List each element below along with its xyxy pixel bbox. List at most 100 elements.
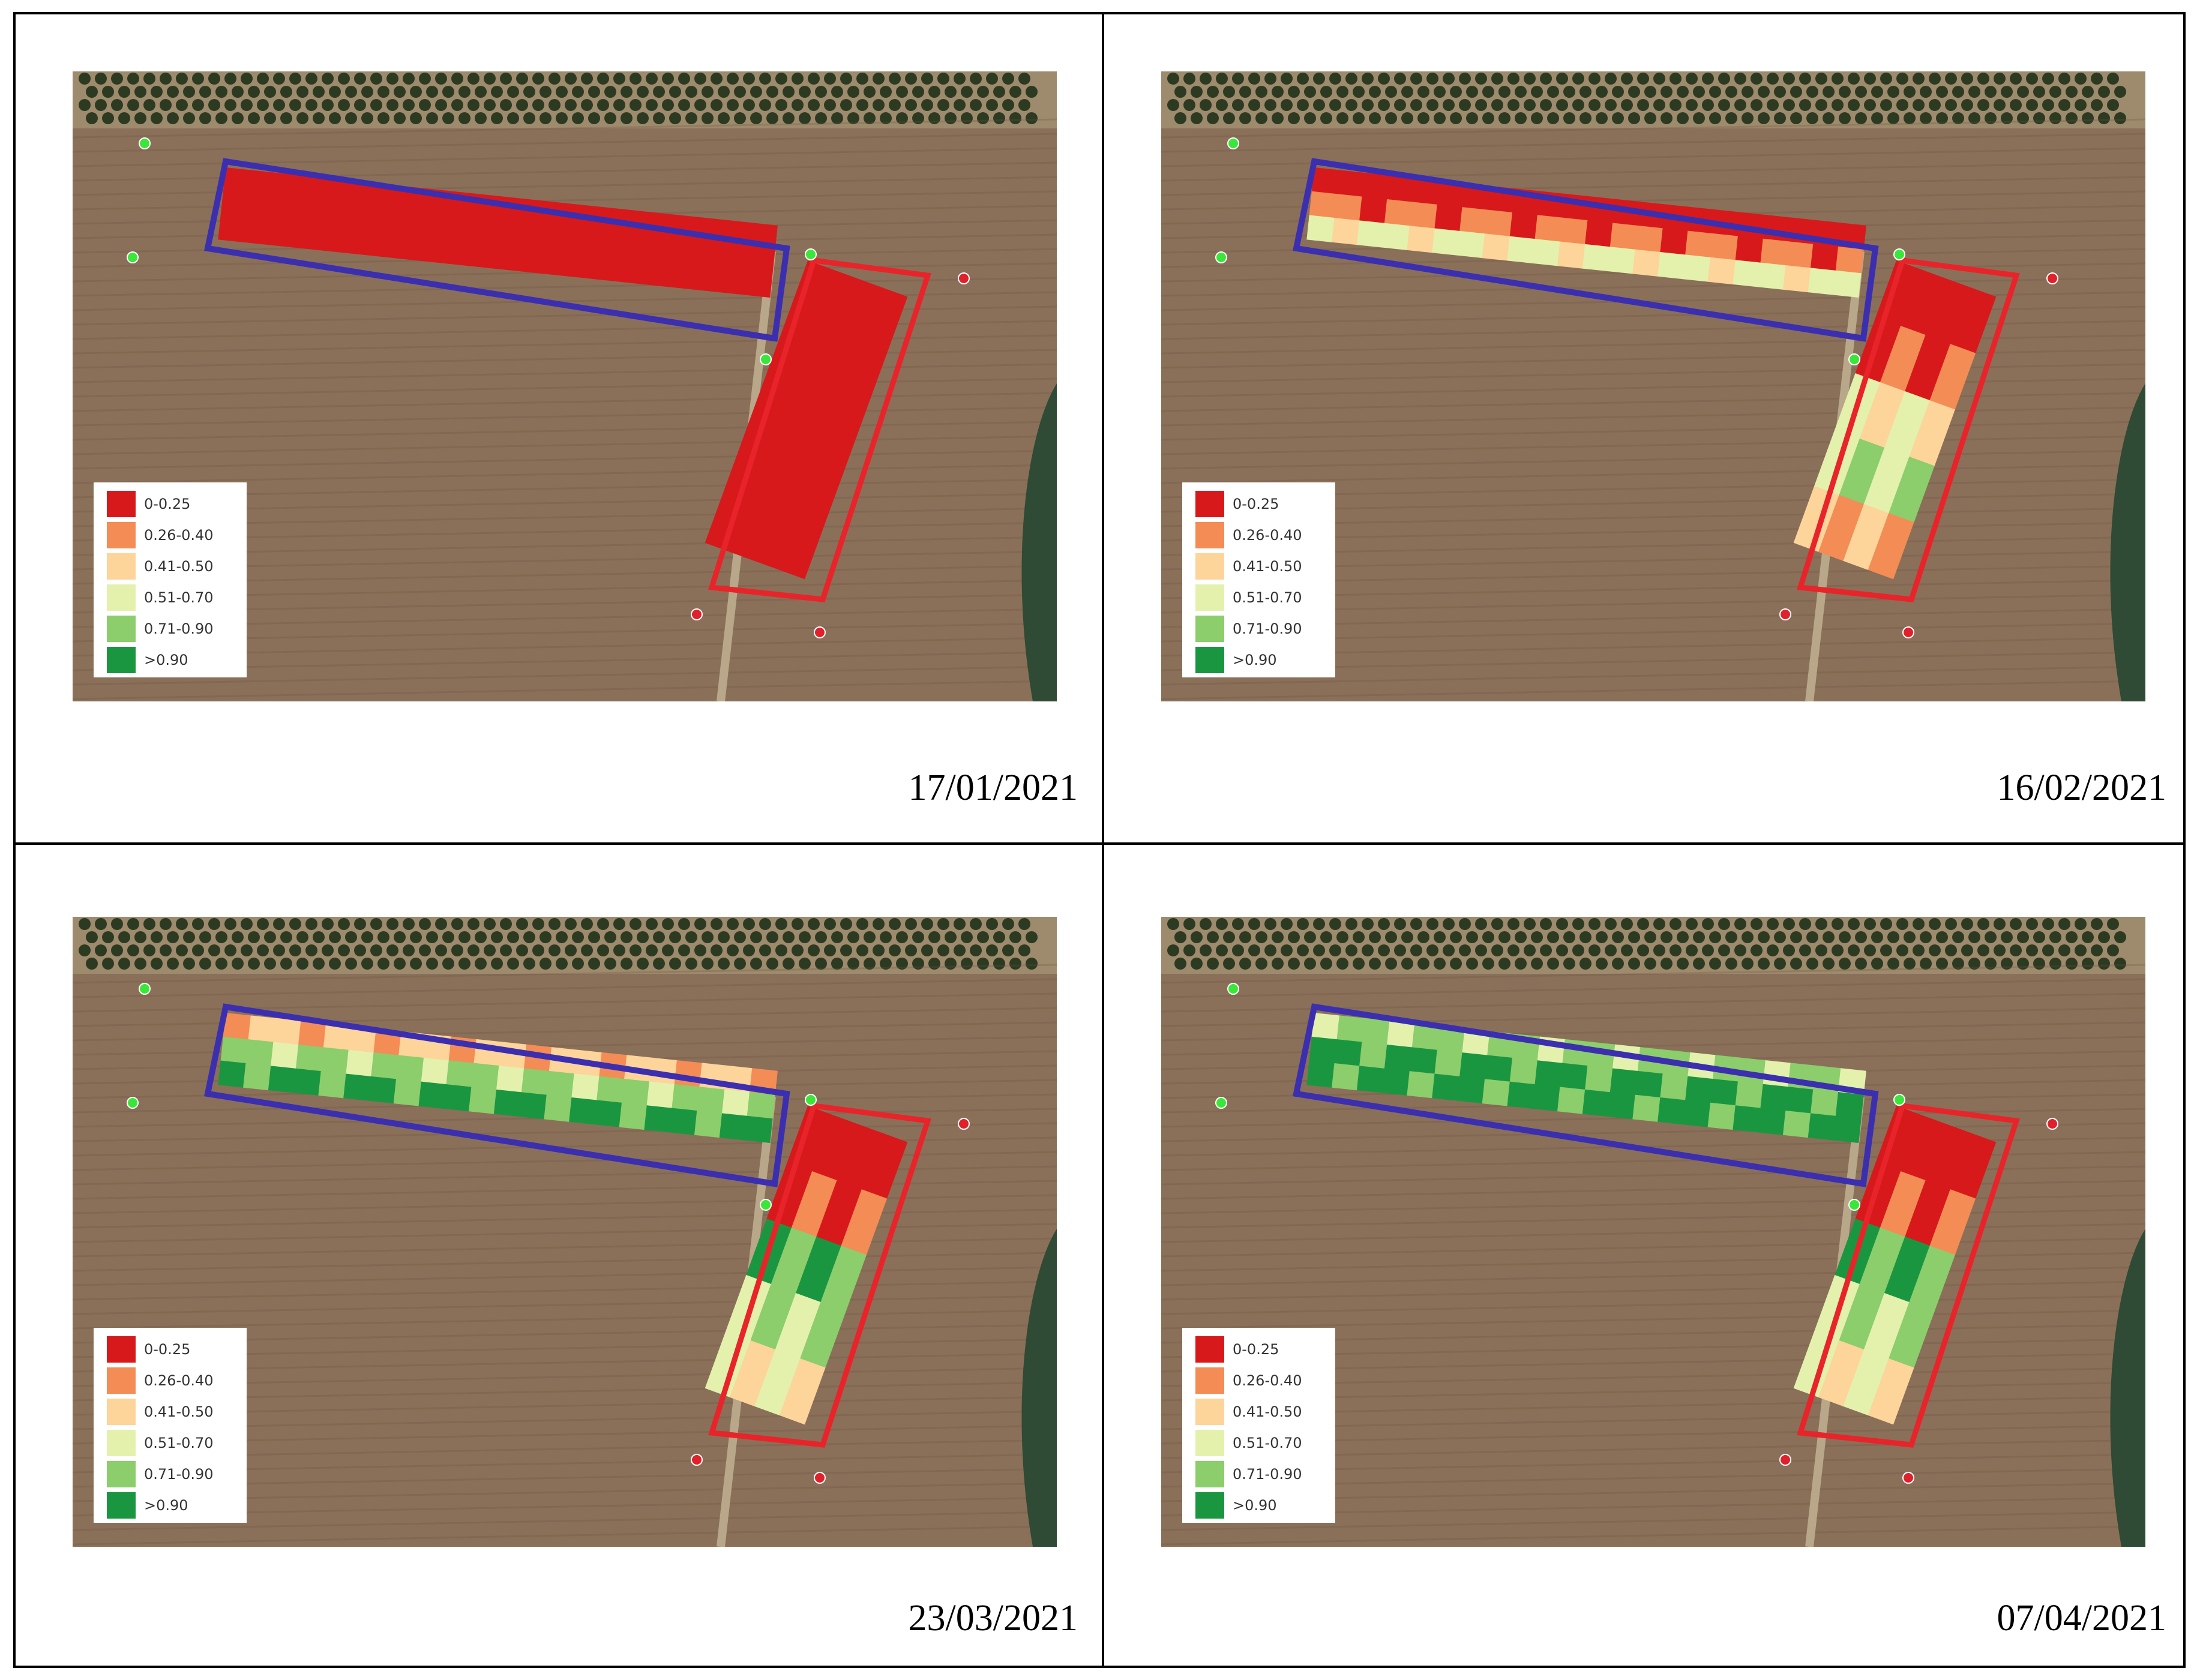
- ndvi-cell: [1839, 438, 1886, 505]
- ndvi-cell: [791, 1171, 838, 1238]
- ndvi-cell: [368, 1076, 397, 1104]
- ndvi-cell: [1387, 1021, 1416, 1048]
- sample-point-green: [127, 1097, 139, 1109]
- ndvi-cell: [298, 1021, 327, 1048]
- legend-item: 0.51-0.70: [1195, 582, 1335, 613]
- ndvi-cell: [295, 1044, 324, 1072]
- ndvi-cell: [293, 223, 322, 251]
- sample-point-red: [2046, 272, 2058, 284]
- legend-swatch: [107, 616, 136, 642]
- map-panel-2: 0-0.25 0.26-0.40 0.41-0.50 0.51-0.70 0.71-0.…: [1104, 14, 2190, 842]
- ndvi-cell: [644, 1105, 673, 1133]
- ndvi-cell: [293, 1068, 322, 1096]
- ndvi-cell: [799, 457, 846, 523]
- ndvi-cell: [1482, 1079, 1510, 1106]
- legend-item: 0.26-0.40: [107, 520, 247, 551]
- ndvi-cell: [771, 382, 817, 449]
- ndvi-cell: [418, 236, 447, 263]
- map-legend: 0-0.25 0.26-0.40 0.41-0.50 0.51-0.70 0.71-0.…: [94, 482, 247, 677]
- sample-point-green: [1848, 1199, 1860, 1211]
- ndvi-cell: [1607, 247, 1636, 274]
- ndvi-cell: [1387, 175, 1416, 203]
- ndvi-cell: [721, 244, 750, 271]
- legend-label: >0.90: [144, 652, 188, 668]
- ndvi-cell: [729, 1340, 776, 1407]
- legend-swatch: [107, 1367, 136, 1394]
- ndvi-cell: [750, 1283, 797, 1351]
- ndvi-cell: [223, 167, 251, 195]
- ndvi-cell: [496, 220, 525, 248]
- ndvi-cell: [1384, 1044, 1413, 1072]
- ndvi-cell: [273, 172, 302, 200]
- legend-item: 0.41-0.50: [1195, 1396, 1335, 1427]
- sample-point-green: [1215, 251, 1227, 263]
- sample-point-green: [805, 1094, 817, 1106]
- ndvi-cell: [218, 215, 247, 242]
- ndvi-cell: [443, 1084, 472, 1112]
- ndvi-cell: [1456, 1076, 1486, 1104]
- ndvi-cell: [1306, 215, 1335, 242]
- legend-item: 0.41-0.50: [107, 1396, 247, 1427]
- ndvi-cell: [1534, 215, 1563, 242]
- ndvi-cell: [779, 1358, 826, 1425]
- legend-swatch: [1195, 1336, 1224, 1363]
- legend-item: 0.51-0.70: [107, 1427, 247, 1459]
- legend-item: 0.71-0.90: [107, 1459, 247, 1490]
- ndvi-cell: [1685, 230, 1714, 258]
- legend-label: 0.71-0.90: [1233, 620, 1302, 637]
- ndvi-cell: [646, 1081, 675, 1109]
- legend-swatch: [107, 1399, 136, 1425]
- ndvi-cell: [1808, 268, 1836, 295]
- ndvi-cell: [1311, 1013, 1340, 1040]
- ndvi-cell: [674, 1060, 703, 1088]
- legend-label: >0.90: [144, 1497, 188, 1514]
- map-legend: 0-0.25 0.26-0.40 0.41-0.50 0.51-0.70 0.71-0.…: [1182, 1328, 1335, 1523]
- sample-point-green: [1893, 248, 1905, 260]
- ndvi-cell: [779, 513, 826, 580]
- orchard: [79, 918, 1038, 970]
- panel-date: 23/03/2021: [908, 1598, 1078, 1639]
- ndvi-cell: [1859, 1227, 1906, 1294]
- ndvi-cell: [518, 247, 547, 274]
- ndvi-cell: [346, 1049, 374, 1078]
- ndvi-cell: [346, 204, 374, 232]
- legend-item: 0-0.25: [107, 1334, 247, 1365]
- ndvi-cell: [493, 1089, 522, 1117]
- ndvi-cell: [1888, 1302, 1935, 1369]
- ndvi-cell: [1658, 252, 1686, 280]
- south-field-outline: [708, 1103, 931, 1448]
- figure-grid: 0-0.25 0.26-0.40 0.41-0.50 0.51-0.70 0.71-0.…: [13, 12, 2186, 1668]
- sample-point-green: [1227, 983, 1239, 995]
- legend-swatch: [107, 1461, 136, 1487]
- ndvi-cell: [1434, 204, 1463, 232]
- sample-point-red: [1779, 608, 1791, 620]
- map-panel-4: 0-0.25 0.26-0.40 0.41-0.50 0.51-0.70 0.71-0.…: [1104, 845, 2190, 1673]
- ndvi-cell: [1509, 1057, 1538, 1085]
- ndvi-cell: [594, 254, 622, 282]
- ndvi-cell: [320, 1047, 349, 1075]
- ndvi-cell: [1557, 1087, 1586, 1114]
- ndvi-cell: [1685, 1076, 1714, 1103]
- ndvi-cell: [220, 1036, 249, 1064]
- ndvi-cell: [1782, 1110, 1812, 1138]
- map-canvas: [73, 71, 1057, 701]
- legend-swatch: [1195, 553, 1224, 580]
- sample-point-green: [760, 1199, 772, 1211]
- ndvi-cell: [816, 335, 862, 401]
- ndvi-cell: [1309, 1036, 1338, 1064]
- ndvi-cell: [298, 175, 327, 203]
- ndvi-cell: [1900, 269, 1947, 336]
- ndvi-cell: [1763, 1060, 1791, 1088]
- ndvi-cell: [1880, 326, 1926, 392]
- ndvi-cell: [1632, 1094, 1661, 1122]
- ndvi-cell: [295, 199, 324, 227]
- ndvi-cell: [368, 230, 397, 259]
- ndvi-cell: [1810, 1089, 1839, 1117]
- orchard: [79, 73, 1038, 124]
- ndvi-cell: [371, 1052, 400, 1080]
- south-field-cells: [1793, 260, 1997, 580]
- legend-swatch: [107, 522, 136, 548]
- legend-item: 0.41-0.50: [107, 551, 247, 582]
- panel-date: 07/04/2021: [1997, 1598, 2166, 1639]
- legend-item: >0.90: [107, 1490, 247, 1521]
